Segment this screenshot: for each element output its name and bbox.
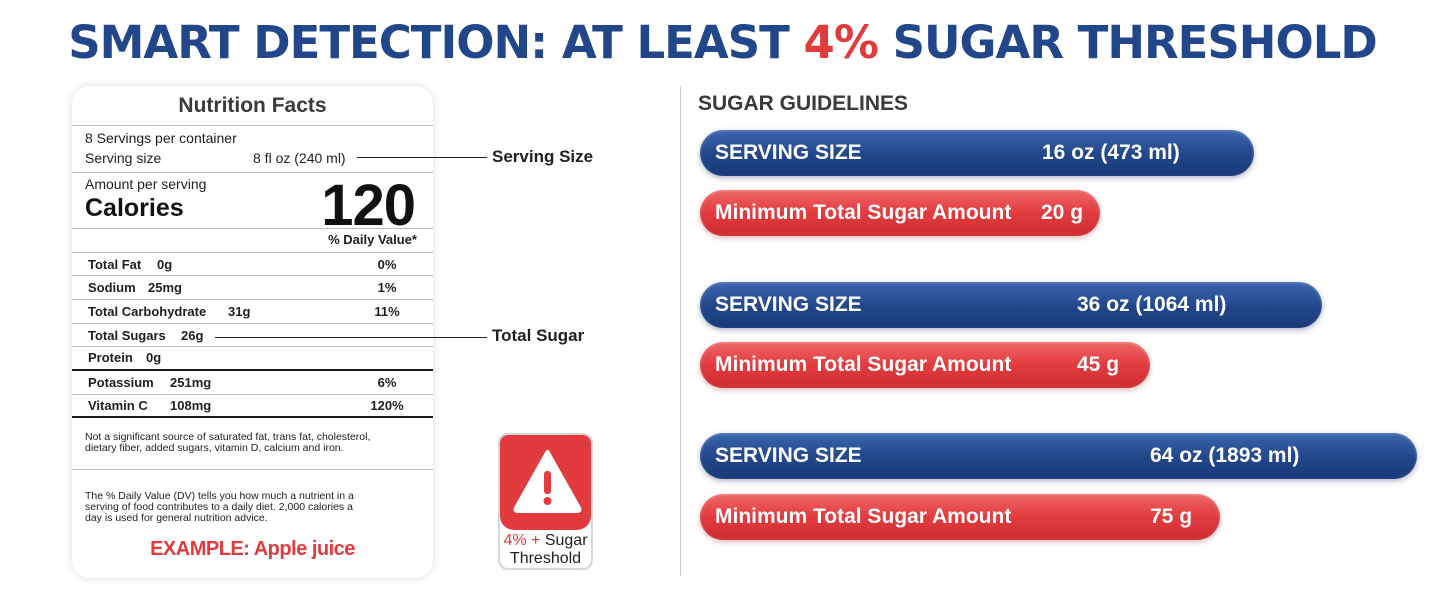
- section-divider: [680, 86, 681, 576]
- sugar-amount-pill-value: 75 g: [1150, 505, 1193, 528]
- nutrient-amount: 108mg: [170, 398, 212, 413]
- label-divider: [72, 323, 433, 324]
- footnote-line: Not a significant source of saturated fa…: [85, 431, 371, 443]
- guidelines-title: SUGAR GUIDELINES: [698, 92, 909, 115]
- servings-per-container: 8 Servings per container: [85, 130, 237, 146]
- nutrient-name: Total Carbohydrate: [88, 304, 207, 319]
- nutrient-dv: 6%: [377, 375, 397, 390]
- nutrient-row: Sodium 25mg 1%: [88, 277, 433, 299]
- footnote-line: serving of food contributes to a daily d…: [85, 501, 353, 513]
- badge-label: 4% + Sugar Threshold: [500, 532, 591, 568]
- serving-size-pill-value: 36 oz (1064 ml): [1077, 293, 1227, 316]
- sugar-amount-pill-label: Minimum Total Sugar Amount: [715, 201, 1012, 224]
- sugar-amount-pill-label: Minimum Total Sugar Amount: [715, 505, 1012, 528]
- label-divider: [72, 394, 433, 395]
- serving-size-callout: Serving Size: [492, 147, 594, 166]
- label-divider: [72, 252, 433, 253]
- nutrient-row: Protein 0g: [88, 347, 433, 369]
- badge-line2: Threshold: [509, 550, 582, 567]
- example-caption: EXAMPLE: Apple juice: [150, 538, 355, 560]
- nutrient-dv: 0%: [377, 257, 397, 272]
- daily-value-header: % Daily Value*: [328, 232, 417, 247]
- nutrient-amount: 25mg: [148, 280, 182, 295]
- label-divider: [72, 228, 433, 229]
- nutrient-dv: 11%: [374, 304, 400, 319]
- serving-size-pill-value: 16 oz (473 ml): [1042, 141, 1180, 164]
- label-divider: [72, 275, 433, 276]
- headline-end: SUGAR THRESHOLD: [877, 16, 1378, 69]
- badge-percent: 4% +: [503, 532, 541, 549]
- label-thick-divider: [72, 416, 433, 418]
- serving-size-value: 8 fl oz (240 ml): [253, 150, 346, 166]
- nutrient-amount: 31g: [228, 304, 251, 319]
- nutrient-row: Total Fat 0g 0%: [88, 254, 433, 276]
- serving-size-pill: SERVING SIZE 36 oz (1064 ml): [700, 282, 1322, 328]
- nutrient-name: Total Fat: [88, 257, 142, 272]
- nutrient-row: Total Sugars 26g: [88, 325, 433, 347]
- sugar-amount-pill-label: Minimum Total Sugar Amount: [715, 353, 1012, 376]
- footnote-line: The % Daily Value (DV) tells you how muc…: [85, 490, 354, 502]
- nutrition-facts-label: Nutrition Facts 8 Servings per container…: [72, 86, 433, 578]
- serving-size-pill-value: 64 oz (1893 ml): [1150, 444, 1300, 467]
- total-sugar-callout: Total Sugar: [492, 326, 585, 345]
- nutrient-row: Vitamin C 108mg 120%: [88, 395, 433, 417]
- nutrient-name: Vitamin C: [88, 398, 148, 413]
- nutrient-row: Potassium 251mg 6%: [88, 372, 433, 394]
- nutrient-name: Potassium: [88, 375, 154, 390]
- label-divider: [72, 299, 433, 300]
- serving-size-pill: SERVING SIZE 64 oz (1893 ml): [700, 433, 1417, 479]
- calories-value: 120: [321, 173, 416, 238]
- sugar-amount-pill-value: 45 g: [1077, 353, 1120, 376]
- nutrient-row: Total Carbohydrate 31g 11%: [88, 301, 433, 323]
- sugar-threshold-badge: 4% + Sugar Threshold: [498, 433, 593, 570]
- sugar-amount-pill-value: 20 g: [1041, 201, 1084, 224]
- nutrient-amount: 0g: [157, 257, 173, 272]
- footnote-line: day is used for general nutrition advice…: [85, 512, 268, 524]
- footnote-daily-value: The % Daily Value (DV) tells you how muc…: [85, 491, 410, 524]
- headline-start: SMART DETECTION: AT LEAST: [68, 16, 804, 69]
- serving-size-pill-label: SERVING SIZE: [715, 444, 862, 467]
- nutrient-amount: 26g: [181, 328, 204, 343]
- footnote-sources: Not a significant source of saturated fa…: [85, 432, 410, 454]
- serving-size-pill: SERVING SIZE 16 oz (473 ml): [700, 130, 1254, 176]
- serving-size-pill-label: SERVING SIZE: [715, 293, 862, 316]
- nutrient-dv: 1%: [377, 280, 397, 295]
- label-title: Nutrition Facts: [178, 94, 327, 117]
- serving-size-pill-label: SERVING SIZE: [715, 141, 862, 164]
- sugar-amount-pill: Minimum Total Sugar Amount 75 g: [700, 494, 1220, 540]
- amount-per-serving: Amount per serving: [85, 176, 207, 192]
- label-divider: [72, 125, 433, 126]
- calories-label: Calories: [85, 194, 184, 222]
- headline: SMART DETECTION: AT LEAST 4% SUGAR THRES…: [0, 14, 1445, 72]
- nutrient-dv: 120%: [370, 398, 404, 413]
- badge-word: Sugar: [544, 532, 588, 549]
- sugar-amount-pill: Minimum Total Sugar Amount 45 g: [700, 342, 1150, 388]
- nutrient-name: Total Sugars: [88, 328, 166, 343]
- label-thick-divider: [72, 369, 433, 371]
- sugar-amount-pill: Minimum Total Sugar Amount 20 g: [700, 190, 1100, 236]
- warning-triangle-icon: [513, 450, 582, 513]
- total-sugar-callout-line: [215, 337, 487, 338]
- nutrient-name: Protein: [88, 350, 133, 365]
- badge-background: [500, 435, 591, 530]
- label-divider: [72, 172, 433, 173]
- serving-size-label: Serving size: [85, 150, 162, 166]
- serving-size-callout-line: [357, 157, 487, 158]
- label-divider: [72, 346, 433, 347]
- nutrient-name: Sodium: [88, 280, 136, 295]
- nutrient-amount: 251mg: [170, 375, 212, 390]
- nutrient-amount: 0g: [146, 350, 162, 365]
- headline-accent: 4%: [803, 16, 879, 69]
- footnote-line: dietary fiber, added sugars, vitamin D, …: [85, 442, 344, 454]
- label-divider: [72, 469, 433, 470]
